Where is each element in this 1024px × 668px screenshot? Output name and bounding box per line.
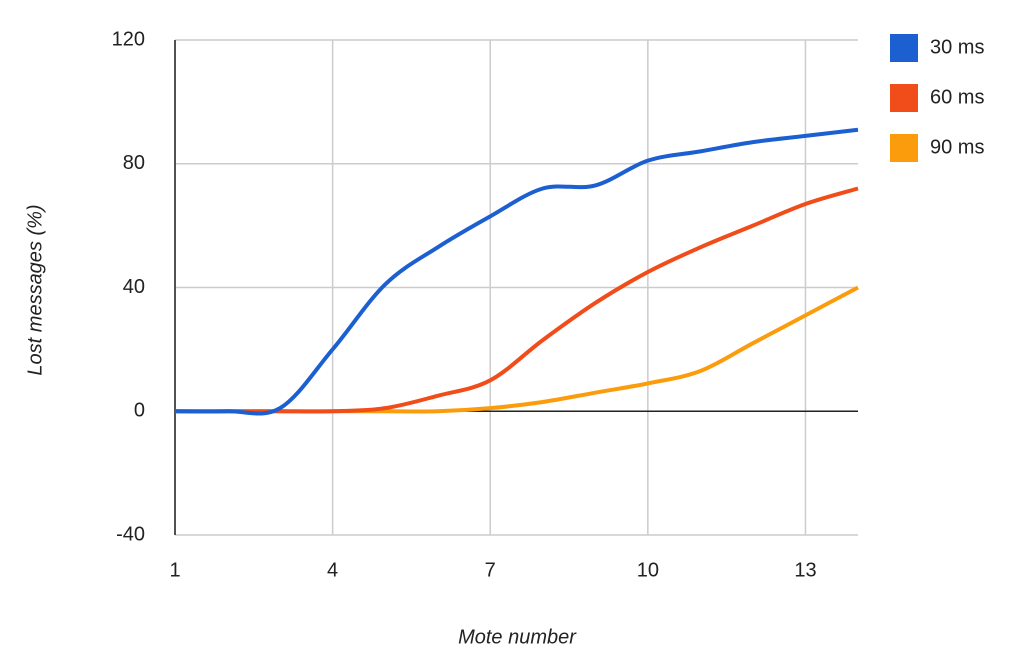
- y-tick-label: 80: [123, 152, 145, 174]
- x-tick-label: 4: [327, 559, 338, 581]
- y-tick-label: -40: [116, 523, 145, 545]
- legend-label: 30 ms: [930, 36, 984, 58]
- y-axis-title: Lost messages (%): [24, 204, 46, 375]
- series-line: [174, 127, 859, 416]
- x-axis-title: Mote number: [458, 626, 577, 648]
- series-line: [174, 186, 859, 414]
- legend-swatch: [890, 84, 918, 112]
- x-tick-label: 10: [637, 559, 659, 581]
- legend-swatch: [890, 34, 918, 62]
- y-tick-label: 0: [134, 400, 145, 422]
- legend-label: 90 ms: [930, 136, 984, 158]
- legend-label: 60 ms: [930, 86, 984, 108]
- legend-swatch: [890, 134, 918, 162]
- y-tick-label: 40: [123, 276, 145, 298]
- y-tick-label: 120: [112, 28, 145, 50]
- x-tick-label: 13: [794, 559, 816, 581]
- x-tick-label: 1: [169, 559, 180, 581]
- series-line: [174, 285, 859, 414]
- x-tick-label: 7: [485, 559, 496, 581]
